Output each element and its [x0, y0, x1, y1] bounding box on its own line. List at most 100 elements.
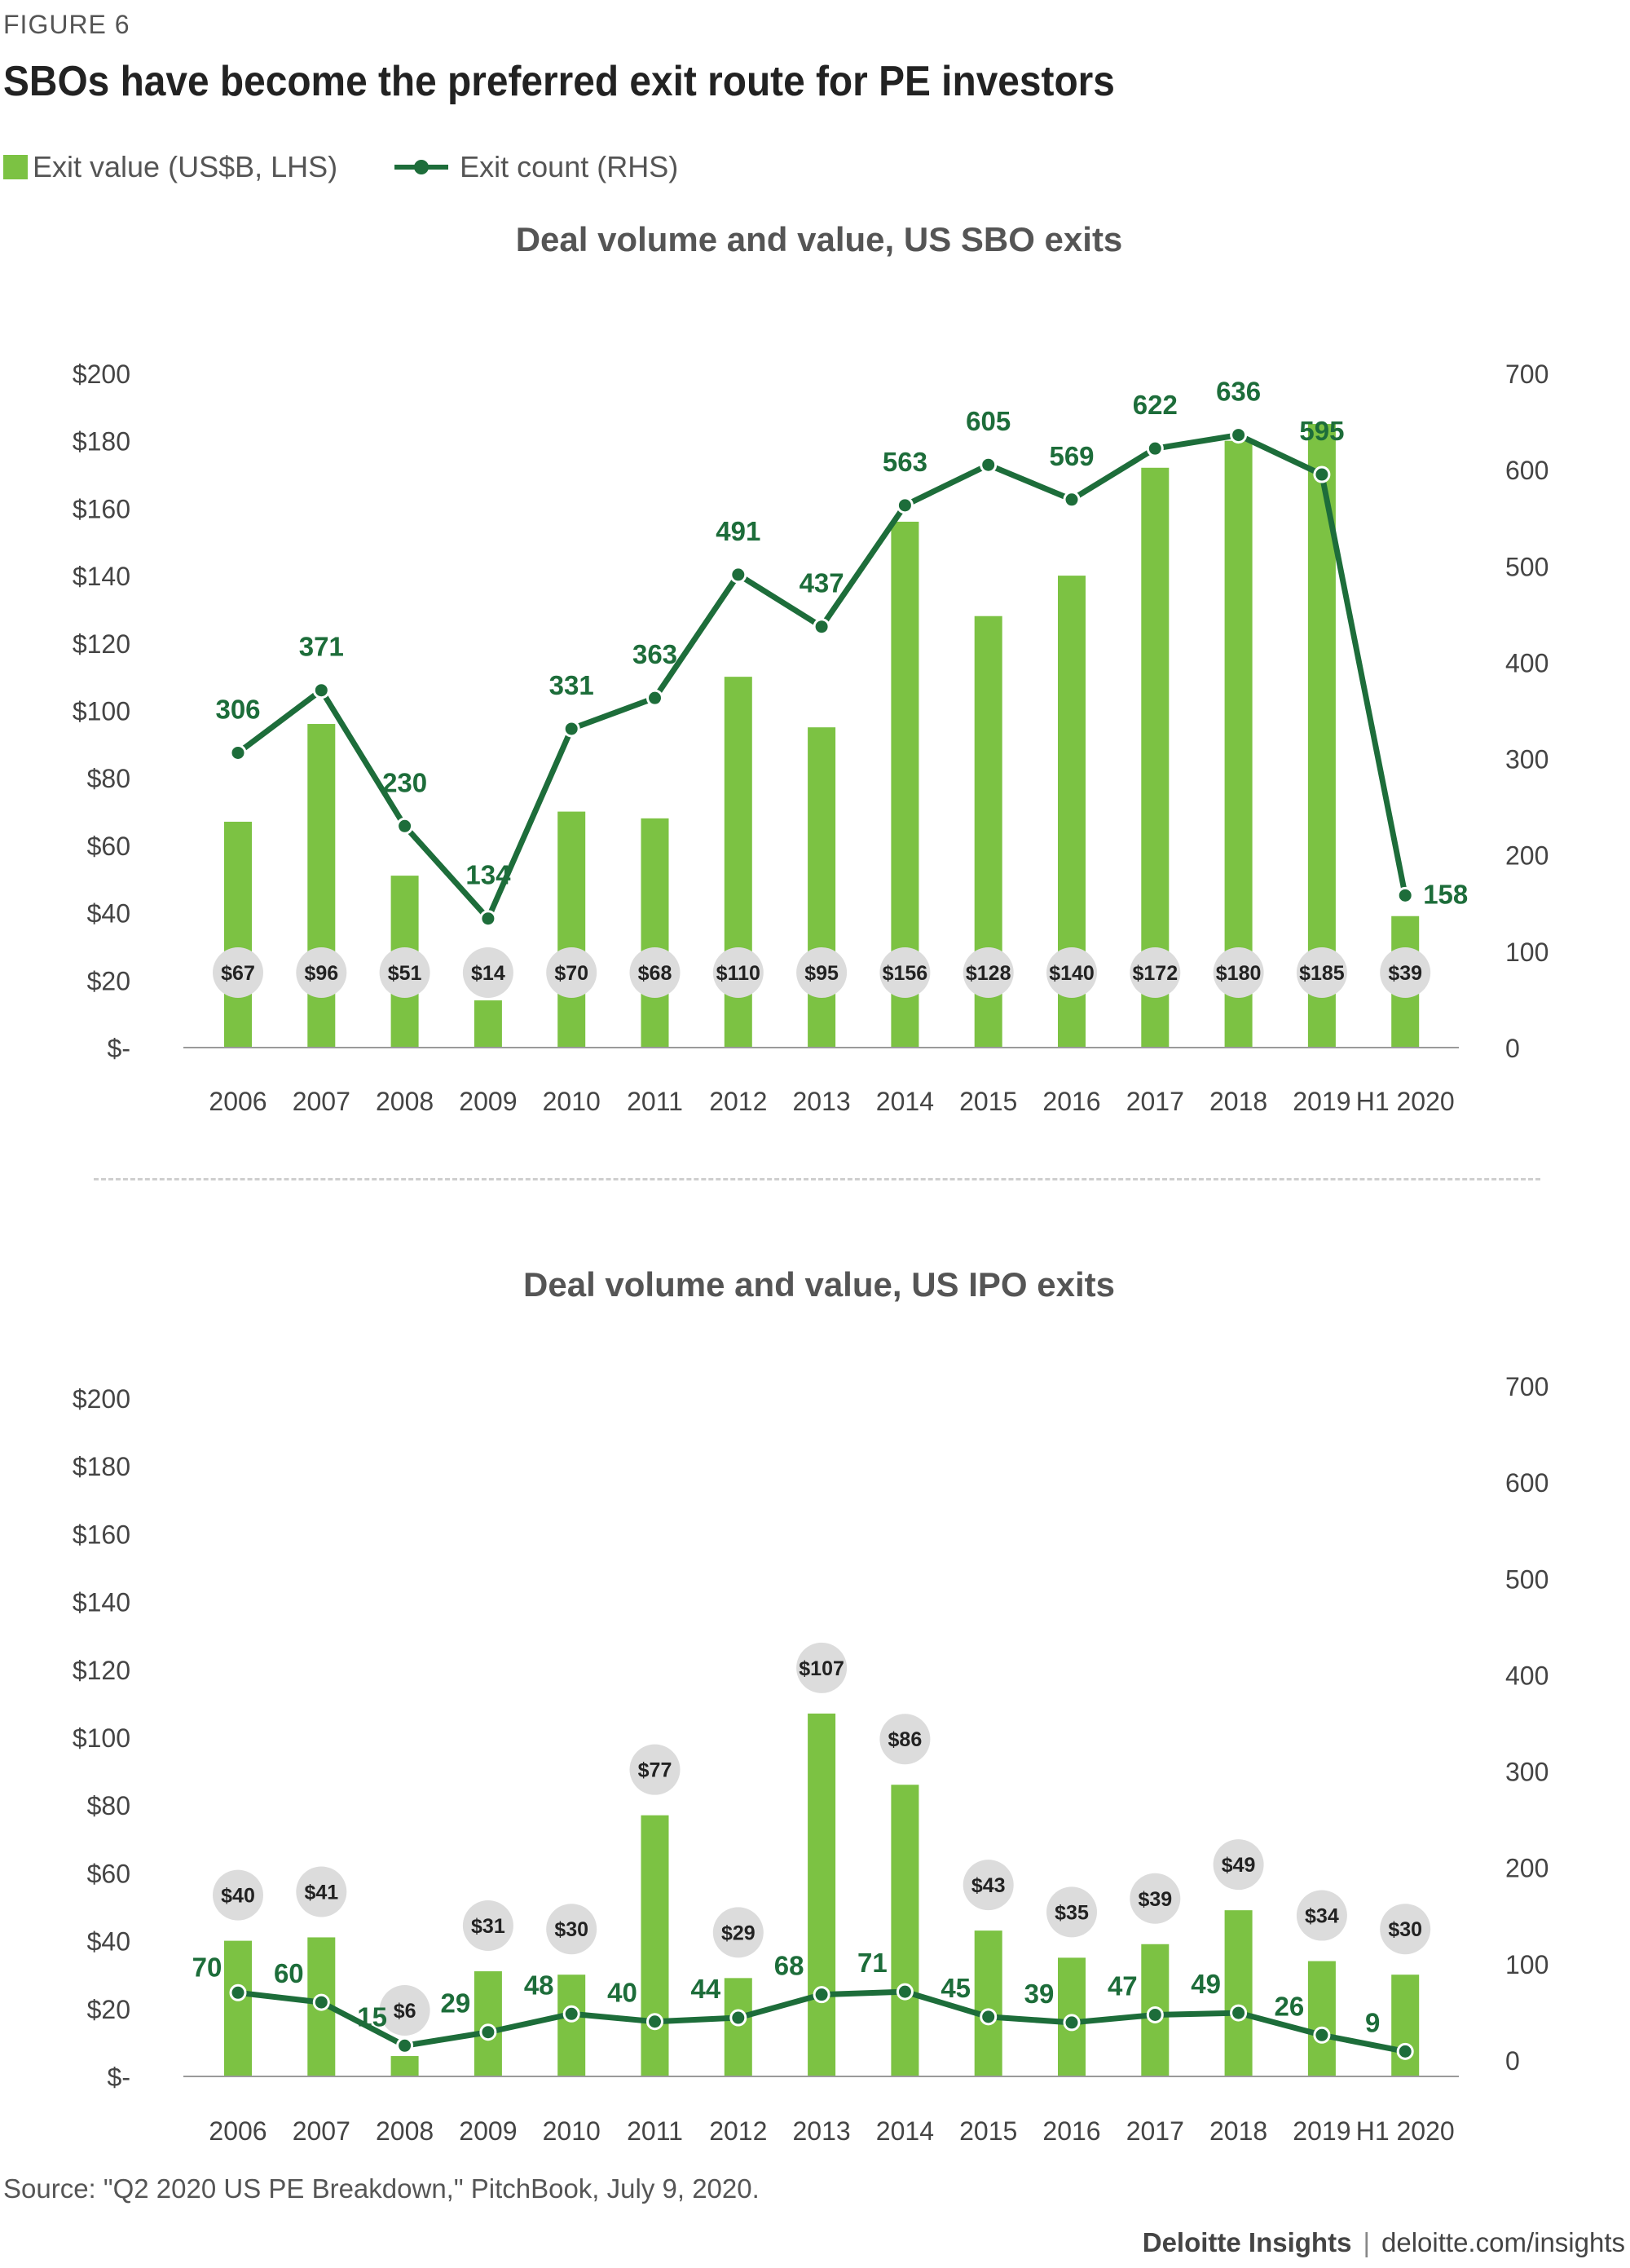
exit-count-point — [980, 2008, 998, 2026]
exit-count-point — [1230, 2004, 1248, 2022]
bar-value-badge — [879, 1714, 931, 1765]
exit-count-point — [562, 2005, 580, 2023]
bar-value-badge — [1380, 947, 1431, 998]
bar-exit-value — [474, 1000, 502, 1048]
category-label: 2014 — [876, 1087, 934, 1116]
exit-count-label: 491 — [716, 516, 760, 546]
bar-exit-value — [557, 811, 586, 1048]
exit-count-label: 363 — [632, 639, 677, 669]
left-axis-tick-label: $100 — [73, 697, 130, 726]
bar-exit-value — [390, 2056, 419, 2076]
exit-count-label: 437 — [800, 568, 844, 598]
bar-value-label: $40 — [221, 1885, 255, 1908]
right-axis-tick-label: 500 — [1505, 552, 1548, 581]
bar-exit-value — [808, 1713, 836, 2076]
left-axis-tick-label: $20 — [87, 966, 130, 995]
bar-exit-value — [1307, 1961, 1336, 2076]
left-axis-tick-label: $180 — [73, 1452, 130, 1481]
bar-exit-value — [641, 1815, 669, 2076]
bar-value-label: $39 — [1388, 962, 1422, 985]
left-axis-tick-label: $20 — [87, 1995, 130, 2024]
line-marker-icon — [394, 160, 449, 174]
category-label: 2014 — [876, 2116, 934, 2146]
exit-count-point — [1146, 2005, 1164, 2023]
exit-count-point — [896, 1983, 914, 2001]
bar-value-badge — [296, 947, 347, 998]
category-label: 2018 — [1209, 2116, 1267, 2146]
right-axis-tick-label: 400 — [1505, 1661, 1548, 1690]
category-label: 2015 — [959, 2116, 1017, 2146]
exit-count-label: 134 — [465, 860, 511, 890]
bar-value-badge — [629, 1744, 681, 1795]
bar-value-label: $14 — [471, 962, 505, 985]
exit-count-label: 71 — [857, 1948, 888, 1978]
bar-value-label: $30 — [1388, 1918, 1422, 1941]
exit-count-label: 569 — [1049, 441, 1094, 471]
bar-exit-value — [808, 727, 836, 1048]
bar-value-label: $185 — [1299, 962, 1345, 985]
exit-count-point — [312, 1993, 330, 2011]
category-label: H1 2020 — [1356, 2116, 1455, 2146]
bar-value-label: $35 — [1055, 1901, 1089, 1924]
source-note: Source: "Q2 2020 US PE Breakdown," Pitch… — [3, 2173, 760, 2204]
category-label: 2007 — [293, 1087, 350, 1116]
exit-count-point — [729, 2009, 747, 2027]
category-label: 2016 — [1042, 1087, 1100, 1116]
bar-value-badge — [1130, 947, 1181, 998]
bar-value-badge — [796, 947, 848, 998]
bar-value-label: $86 — [888, 1728, 923, 1751]
bar-exit-value — [224, 821, 252, 1048]
right-axis-tick-label: 100 — [1505, 1950, 1548, 1979]
bar-value-label: $110 — [716, 962, 760, 985]
left-axis-tick-label: $140 — [73, 562, 130, 591]
category-label: 2010 — [543, 1087, 601, 1116]
bar-value-badge — [546, 947, 597, 998]
right-axis-tick-label: 500 — [1505, 1564, 1548, 1594]
exit-count-label: 371 — [299, 632, 344, 662]
bar-value-label: $172 — [1132, 962, 1178, 985]
bar-exit-value — [974, 1930, 1002, 2076]
right-axis-tick-label: 0 — [1505, 2046, 1520, 2076]
bar-value-badge — [213, 947, 263, 998]
bar-value-badge — [712, 1907, 764, 1958]
right-axis-tick-label: 200 — [1505, 1854, 1548, 1883]
bar-exit-value — [641, 818, 669, 1048]
exit-count-point — [562, 720, 580, 738]
bar-value-badge — [963, 947, 1014, 998]
bar-value-label: $51 — [388, 962, 422, 985]
left-axis-tick-label: $80 — [87, 764, 130, 793]
category-label: 2017 — [1126, 1087, 1184, 1116]
right-axis-tick-label: 600 — [1505, 456, 1548, 485]
category-label: H1 2020 — [1356, 1087, 1455, 1116]
bar-value-label: $34 — [1305, 1905, 1339, 1928]
bar-value-badge — [1213, 1839, 1264, 1891]
exit-count-label: 636 — [1216, 377, 1261, 407]
exit-count-label: 39 — [1024, 1979, 1055, 2009]
category-label: 2018 — [1209, 1087, 1267, 1116]
exit-count-label: 49 — [1191, 1969, 1221, 1999]
bar-value-label: $30 — [554, 1918, 588, 1941]
category-label: 2012 — [709, 1087, 767, 1116]
bar-value-label: $70 — [554, 962, 588, 985]
exit-count-label: 622 — [1133, 390, 1178, 420]
bar-value-label: $107 — [799, 1657, 844, 1680]
exit-count-point — [646, 689, 663, 707]
chart-divider — [94, 1178, 1540, 1180]
exit-count-label: 48 — [524, 1970, 554, 2000]
left-axis-tick-label: $120 — [73, 629, 130, 659]
bar-exit-value — [307, 724, 336, 1048]
bar-value-badge — [546, 1904, 597, 1955]
bar-value-label: $31 — [471, 1915, 505, 1938]
exit-count-label: 306 — [215, 694, 260, 724]
bar-value-badge — [712, 947, 764, 998]
exit-count-label: 47 — [1108, 1970, 1138, 2001]
left-axis-tick-label: $160 — [73, 1520, 130, 1549]
brand-separator: | — [1363, 2227, 1371, 2257]
bar-exit-value — [557, 1975, 586, 2076]
bar-value-badge — [1296, 1890, 1347, 1941]
category-label: 2006 — [209, 2116, 267, 2146]
category-label: 2013 — [793, 2116, 851, 2146]
exit-count-point — [229, 743, 247, 761]
bar-value-label: $68 — [638, 962, 672, 985]
bar-exit-value — [891, 1785, 919, 2076]
